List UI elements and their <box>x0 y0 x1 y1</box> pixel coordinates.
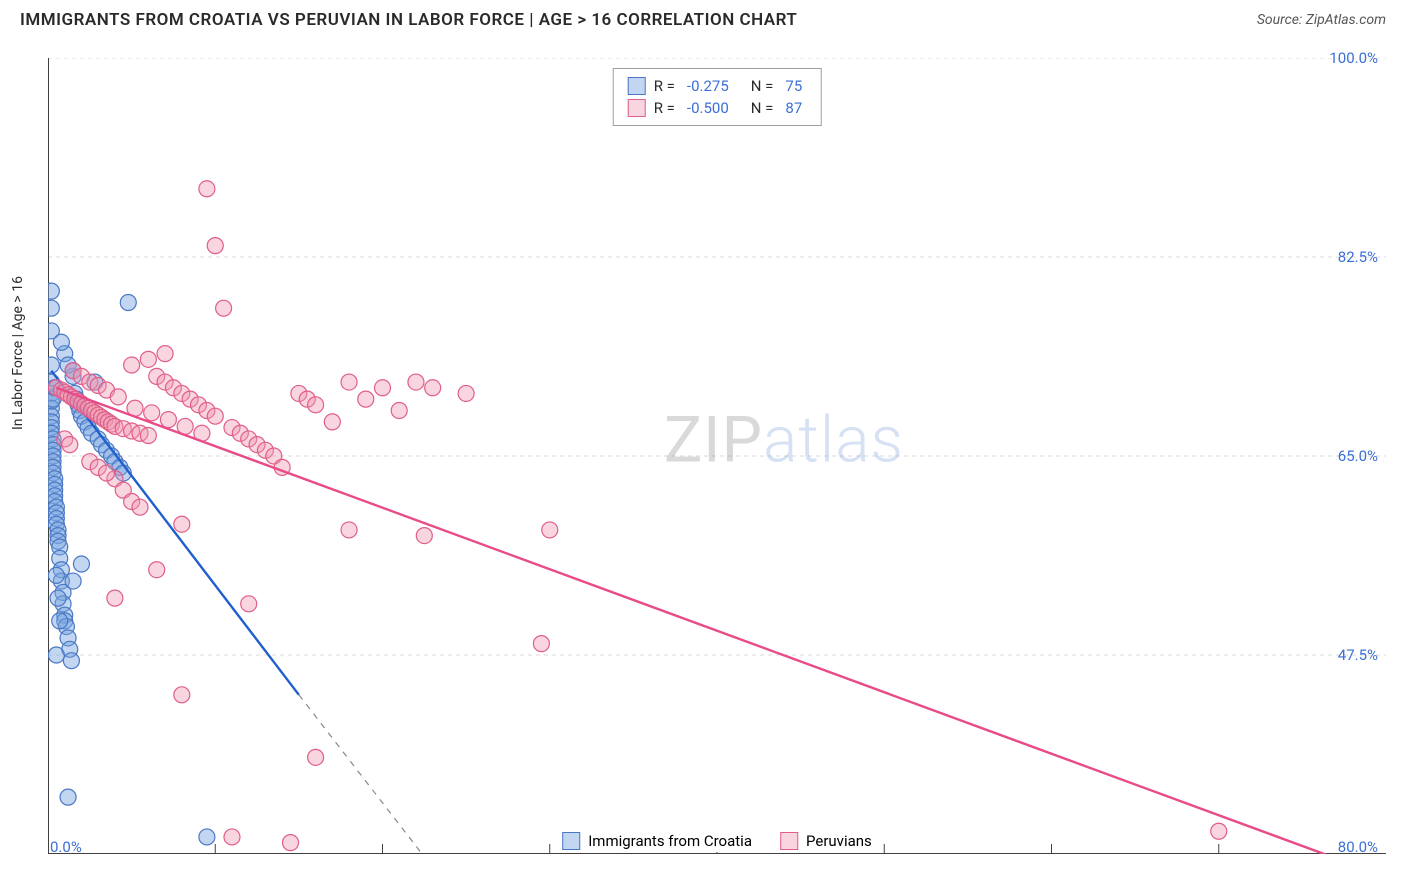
legend-label-croatia: Immigrants from Croatia <box>588 832 752 850</box>
y-axis-label: In Labor Force | Age > 16 <box>10 276 26 430</box>
legend-item-croatia: Immigrants from Croatia <box>562 832 752 850</box>
x-tick-max: 80.0% <box>1338 838 1378 856</box>
n-value-croatia: 75 <box>785 77 802 95</box>
y-tick-label: 82.5% <box>1338 248 1378 266</box>
source-label: Source: ZipAtlas.com <box>1257 12 1386 28</box>
n-value-peruvians: 87 <box>785 99 802 117</box>
legend-row-croatia: R = -0.275 N = 75 <box>628 75 807 97</box>
chart-title: IMMIGRANTS FROM CROATIA VS PERUVIAN IN L… <box>20 10 797 30</box>
swatch-croatia <box>562 832 580 850</box>
y-tick-label: 65.0% <box>1338 447 1378 465</box>
legend-item-peruvians: Peruvians <box>780 832 872 850</box>
swatch-peruvians <box>628 99 646 117</box>
r-value-croatia: -0.275 <box>687 77 729 95</box>
y-tick-label: 47.5% <box>1338 646 1378 664</box>
correlation-legend: R = -0.275 N = 75 R = -0.500 N = 87 <box>613 68 822 126</box>
chart-svg <box>48 58 1386 854</box>
n-label: N = <box>751 77 774 95</box>
legend-label-peruvians: Peruvians <box>806 832 872 850</box>
r-label: R = <box>654 77 675 95</box>
legend-row-peruvians: R = -0.500 N = 87 <box>628 97 807 119</box>
r-value-peruvians: -0.500 <box>687 99 729 117</box>
swatch-croatia <box>628 77 646 95</box>
n-label: N = <box>751 99 774 117</box>
swatch-peruvians <box>780 832 798 850</box>
y-tick-label: 100.0% <box>1329 49 1378 67</box>
r-label: R = <box>654 99 675 117</box>
x-tick-min: 0.0% <box>50 838 82 856</box>
correlation-chart: ZIPatlas R = -0.275 N = 75 R = -0.500 N … <box>48 58 1386 854</box>
series-legend: Immigrants from Croatia Peruvians <box>554 830 880 852</box>
